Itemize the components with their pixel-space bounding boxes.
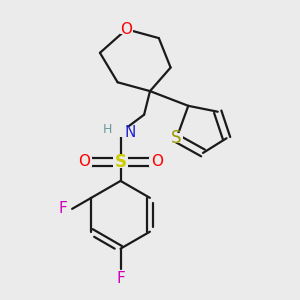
Bar: [117, 127, 130, 137]
Bar: [120, 24, 133, 34]
Text: S: S: [171, 129, 182, 147]
Text: H: H: [103, 123, 112, 136]
Text: N: N: [125, 125, 136, 140]
Text: O: O: [78, 154, 90, 169]
Bar: [114, 272, 127, 282]
Text: O: O: [120, 22, 132, 37]
Text: S: S: [115, 153, 127, 171]
Text: F: F: [59, 201, 68, 216]
Text: F: F: [116, 271, 125, 286]
Bar: [113, 156, 128, 168]
Bar: [58, 204, 71, 214]
Text: O: O: [152, 154, 164, 169]
Bar: [79, 157, 92, 167]
Bar: [170, 133, 183, 143]
Bar: [149, 157, 163, 167]
